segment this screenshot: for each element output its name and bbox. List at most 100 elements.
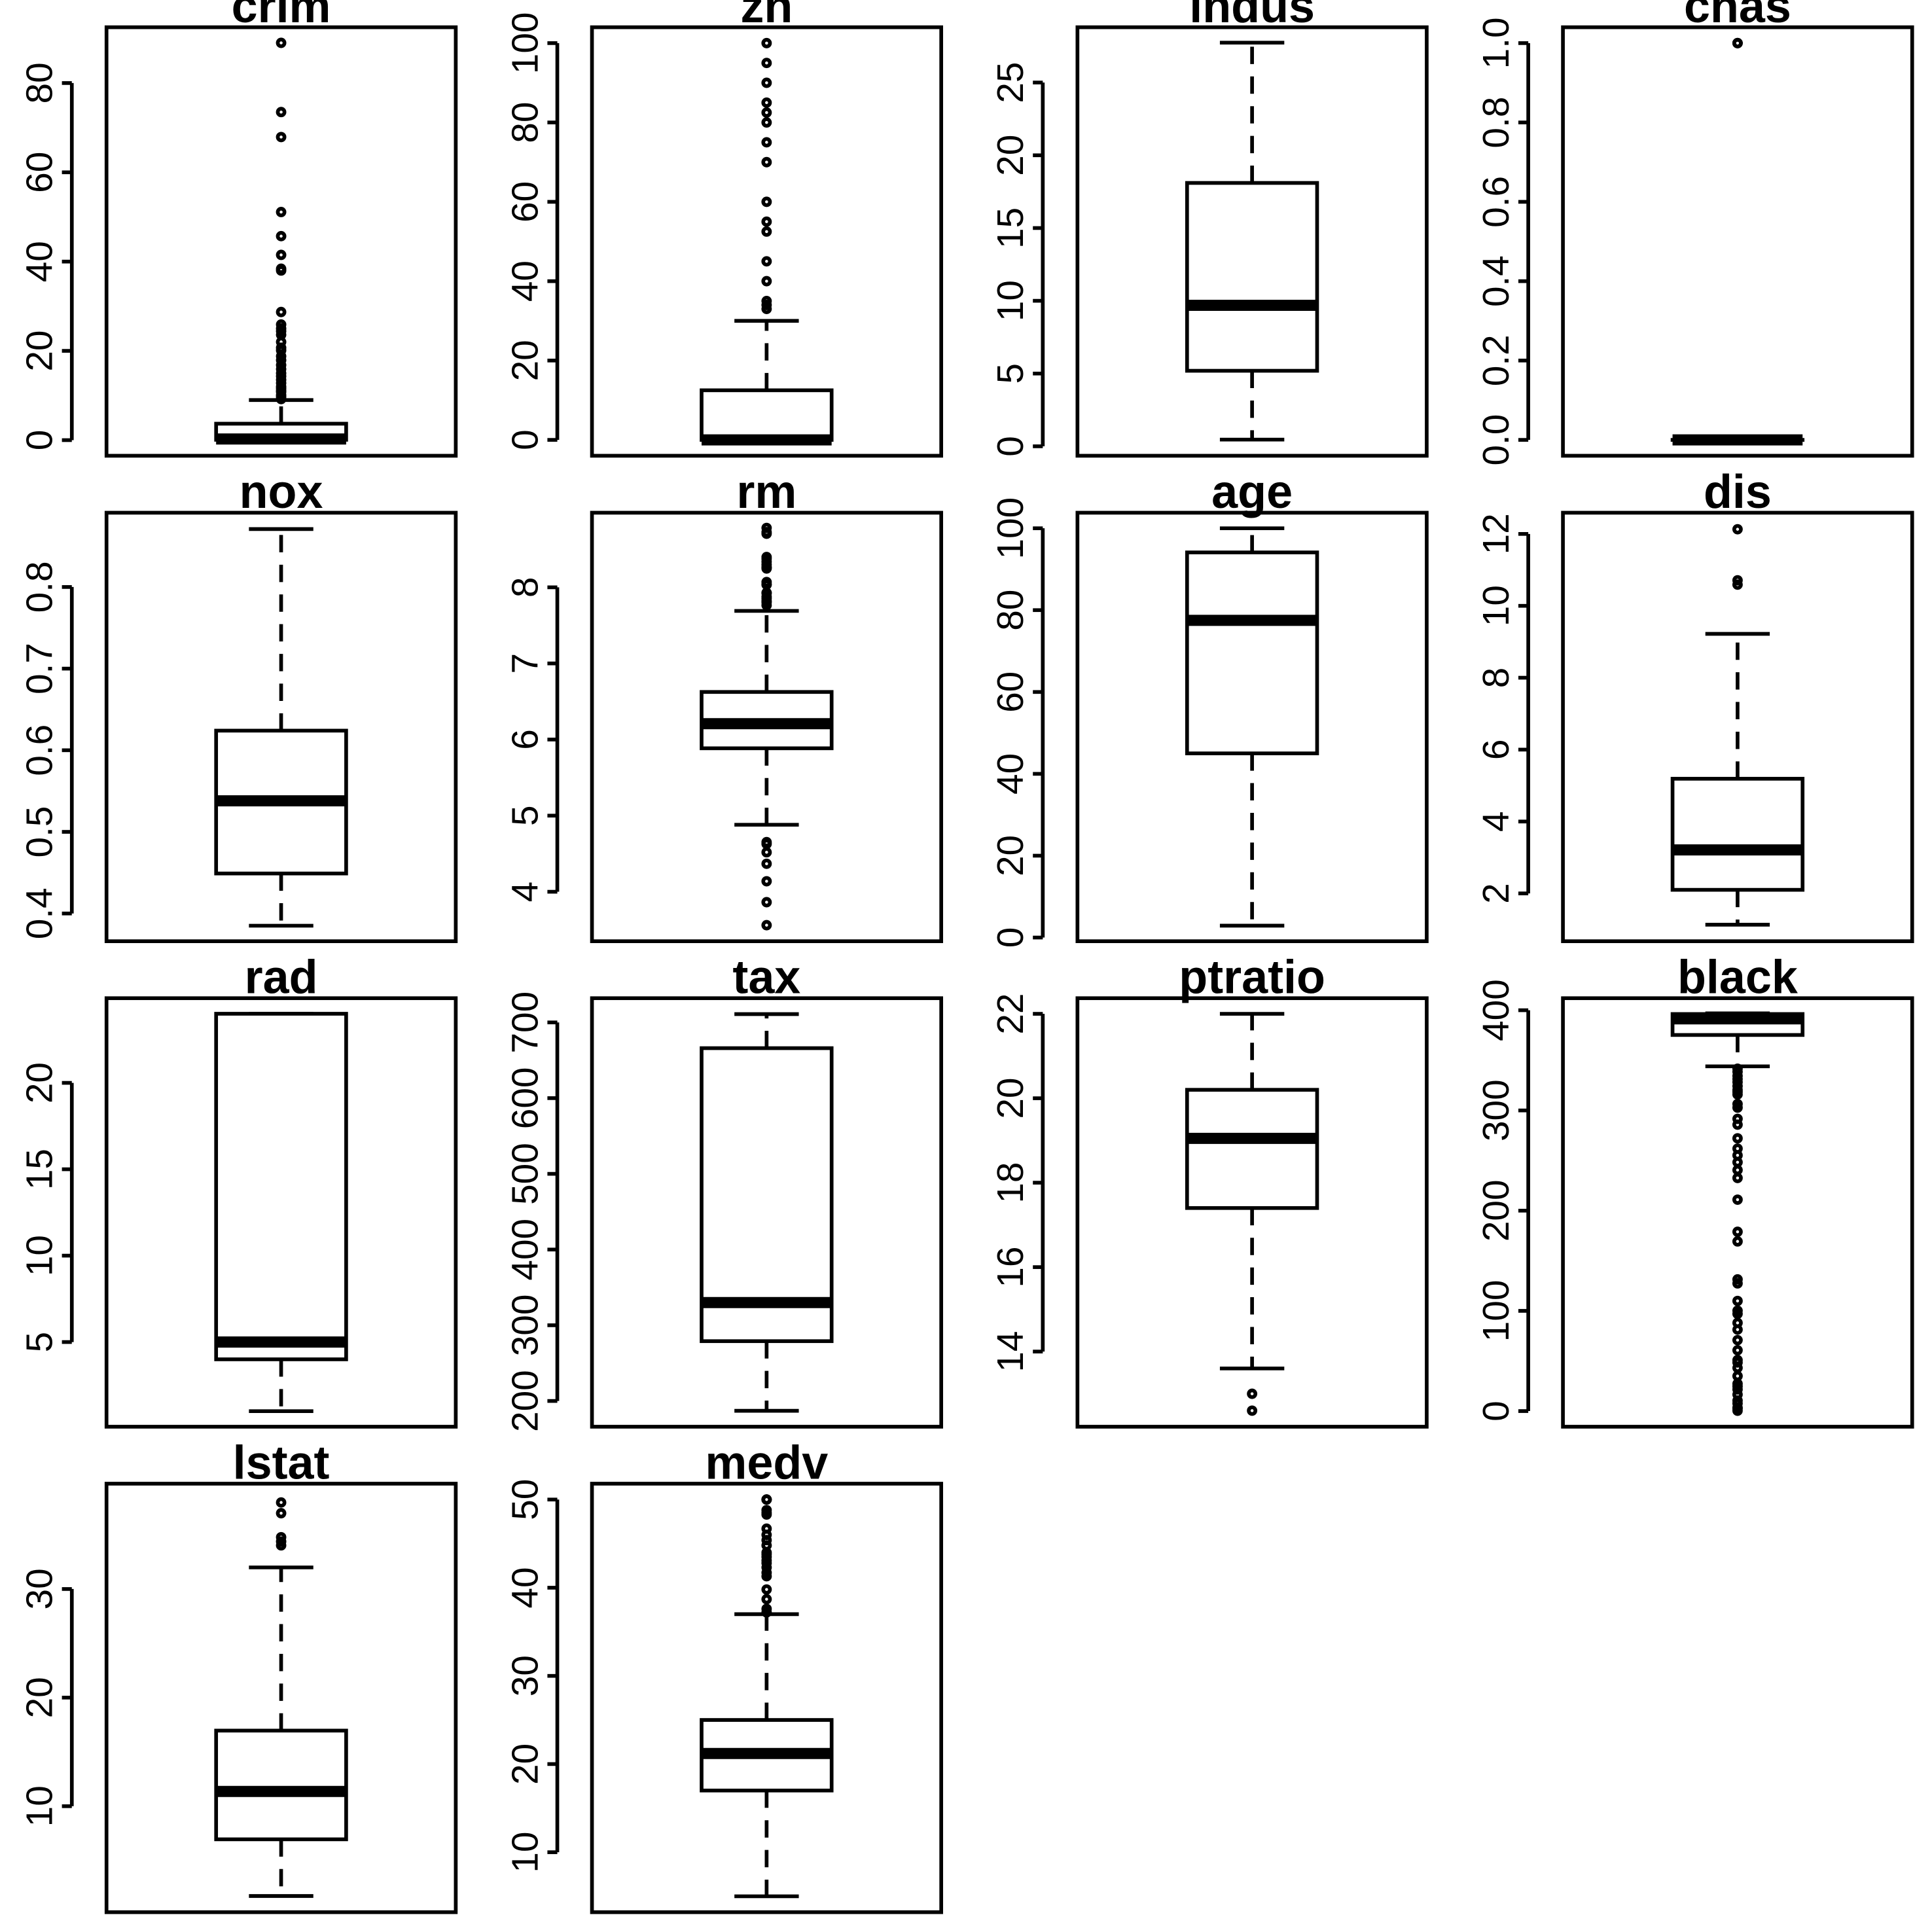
- y-tick-label: 100: [505, 12, 546, 75]
- iqr-box: [214, 1728, 348, 1842]
- y-tick-label: 8: [1476, 668, 1517, 689]
- panel-title-ptratio: ptratio: [1179, 952, 1325, 1004]
- outlier-point: [761, 897, 772, 908]
- plot-frame: [590, 1482, 943, 1914]
- outlier-point: [276, 364, 287, 375]
- y-tick-label: 400: [505, 1219, 546, 1281]
- panel-title-lstat: lstat: [233, 1437, 330, 1489]
- y-tick-label: 10: [19, 1785, 60, 1827]
- plot-frame: [1075, 25, 1429, 458]
- iqr-box: [1185, 550, 1319, 755]
- outlier-point: [761, 117, 772, 128]
- outlier-point: [761, 216, 772, 227]
- panel-title-rad: rad: [245, 952, 318, 1004]
- y-tick-label: 18: [990, 1162, 1031, 1204]
- outlier-point: [761, 97, 772, 108]
- y-tick-label: 6: [505, 729, 546, 750]
- boxplot-panel-black: black 0 100 200 300 400: [1476, 952, 1914, 1429]
- y-tick-label: 0: [990, 927, 1031, 948]
- y-tick-label: 6: [1476, 740, 1517, 760]
- plot-frame: [104, 25, 458, 458]
- y-tick-label: 14: [990, 1331, 1031, 1372]
- panel-title-tax: tax: [732, 952, 800, 1004]
- y-tick-label: 30: [19, 1568, 60, 1609]
- outlier-point: [1732, 1172, 1743, 1183]
- y-tick-label: 40: [505, 1567, 546, 1608]
- outlier-point: [1732, 1305, 1743, 1316]
- y-tick-label: 15: [990, 207, 1031, 249]
- y-tick-label: 80: [19, 62, 60, 103]
- outlier-point: [276, 323, 287, 334]
- y-tick-label: 7: [505, 653, 546, 674]
- outlier-point: [761, 37, 772, 48]
- outlier-point: [276, 37, 287, 48]
- plot-frame: [1561, 996, 1914, 1429]
- y-tick-label: 0: [505, 429, 546, 450]
- y-tick-label: 20: [19, 331, 60, 372]
- y-tick-label: 30: [505, 1655, 546, 1696]
- iqr-box: [1185, 1088, 1319, 1210]
- outlier-point: [1247, 1388, 1258, 1399]
- outlier-point: [761, 196, 772, 207]
- panel-title-dis: dis: [1704, 466, 1772, 518]
- panel-title-nox: nox: [240, 466, 323, 518]
- y-tick-label: 700: [505, 992, 546, 1054]
- y-tick-label: 400: [1476, 979, 1517, 1041]
- y-tick-label: 10: [1476, 585, 1517, 626]
- y-tick-label: 600: [505, 1067, 546, 1130]
- y-tick-label: 20: [990, 1078, 1031, 1119]
- y-tick-label: 8: [505, 577, 546, 598]
- y-tick-label: 5: [505, 805, 546, 826]
- panel-title-rm: rm: [736, 466, 796, 518]
- iqr-box: [1670, 777, 1805, 892]
- y-tick-label: 20: [505, 1744, 546, 1785]
- y-tick-label: 0: [990, 436, 1031, 457]
- y-tick-label: 4: [1476, 811, 1517, 832]
- y-tick-label: 22: [990, 993, 1031, 1035]
- y-tick-label: 10: [19, 1235, 60, 1276]
- y-tick-label: 4: [505, 882, 546, 903]
- outlier-point: [761, 107, 772, 118]
- y-tick-label: 10: [990, 280, 1031, 321]
- y-tick-label: 500: [505, 1143, 546, 1205]
- boxplot-panel-rad: rad 5 10 15 20: [19, 952, 458, 1429]
- y-tick-label: 2: [1476, 883, 1517, 904]
- plot-frame: [1561, 510, 1914, 943]
- y-tick-label: 50: [505, 1479, 546, 1520]
- panel-title-age: age: [1211, 466, 1293, 518]
- outlier-point: [761, 295, 772, 306]
- y-tick-label: 100: [990, 497, 1031, 560]
- y-tick-label: 5: [990, 363, 1031, 384]
- outlier-point: [761, 1494, 772, 1505]
- y-tick-label: 0.4: [1476, 255, 1517, 307]
- outlier-point: [1732, 1370, 1743, 1382]
- outlier-point: [276, 319, 287, 330]
- outlier-point: [1732, 1278, 1743, 1289]
- outlier-point: [761, 836, 772, 848]
- y-tick-label: 60: [19, 152, 60, 193]
- outlier-point: [761, 876, 772, 887]
- outlier-point: [276, 306, 287, 317]
- outlier-point: [761, 552, 772, 563]
- iqr-box: [214, 1012, 348, 1361]
- y-tick-label: 200: [1476, 1179, 1517, 1242]
- outlier-point: [1732, 1295, 1743, 1306]
- outlier-point: [276, 1497, 287, 1508]
- y-tick-label: 0.0: [1476, 414, 1517, 466]
- outlier-point: [1732, 1143, 1743, 1154]
- outlier-point: [761, 156, 772, 168]
- outlier-point: [276, 1536, 287, 1547]
- iqr-box: [1185, 181, 1319, 373]
- outlier-point: [276, 207, 287, 217]
- plot-frame: [590, 996, 943, 1429]
- plot-frame: [104, 1482, 458, 1914]
- outlier-point: [761, 1584, 772, 1595]
- y-tick-label: 60: [505, 181, 546, 223]
- outlier-point: [761, 920, 772, 931]
- y-tick-label: 20: [19, 1677, 60, 1718]
